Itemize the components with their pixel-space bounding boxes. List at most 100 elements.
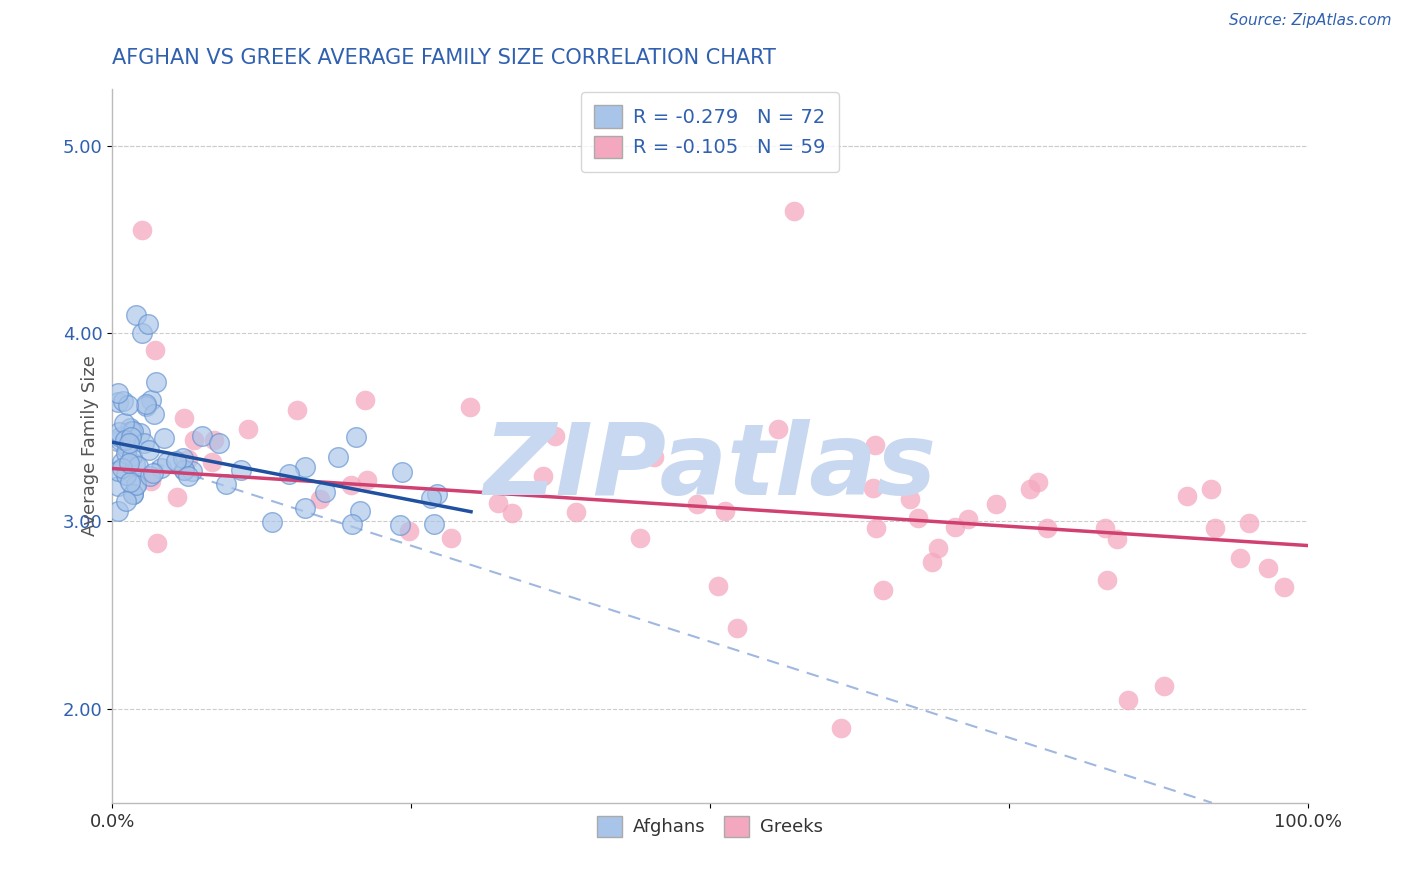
Point bbox=[121, 424, 143, 438]
Point bbox=[107, 479, 129, 493]
Point bbox=[173, 463, 195, 477]
Point bbox=[124, 457, 146, 471]
Point bbox=[191, 429, 214, 443]
Point bbox=[166, 491, 188, 505]
Point bbox=[460, 400, 482, 414]
Point bbox=[725, 621, 748, 635]
Point bbox=[202, 433, 225, 447]
Point bbox=[134, 435, 156, 450]
Point bbox=[943, 520, 966, 534]
Point bbox=[782, 204, 804, 219]
Point bbox=[1239, 516, 1261, 530]
Point bbox=[714, 504, 737, 518]
Point bbox=[831, 721, 853, 735]
Legend: Afghans, Greeks: Afghans, Greeks bbox=[591, 808, 830, 844]
Point bbox=[141, 474, 163, 488]
Point bbox=[172, 450, 194, 465]
Point bbox=[349, 504, 371, 518]
Point bbox=[309, 491, 332, 506]
Point bbox=[326, 450, 349, 464]
Point bbox=[1026, 475, 1049, 489]
Point bbox=[142, 407, 165, 421]
Point bbox=[388, 517, 411, 532]
Point bbox=[112, 416, 135, 430]
Point bbox=[111, 393, 134, 408]
Point bbox=[1229, 551, 1251, 566]
Point bbox=[236, 421, 259, 435]
Point bbox=[707, 579, 730, 593]
Text: Source: ZipAtlas.com: Source: ZipAtlas.com bbox=[1229, 13, 1392, 29]
Point bbox=[153, 431, 176, 445]
Point bbox=[398, 524, 420, 539]
Point bbox=[356, 474, 378, 488]
Point bbox=[1036, 521, 1059, 535]
Point bbox=[115, 446, 138, 460]
Point bbox=[131, 326, 153, 341]
Point bbox=[314, 485, 336, 500]
Point bbox=[1257, 560, 1279, 574]
Point bbox=[143, 343, 166, 357]
Point bbox=[115, 468, 138, 483]
Point bbox=[129, 425, 152, 440]
Point bbox=[501, 506, 523, 520]
Point bbox=[150, 461, 173, 475]
Text: AFGHAN VS GREEK AVERAGE FAMILY SIZE CORRELATION CHART: AFGHAN VS GREEK AVERAGE FAMILY SIZE CORR… bbox=[112, 48, 776, 68]
Point bbox=[907, 510, 929, 524]
Point bbox=[176, 469, 198, 483]
Point bbox=[215, 477, 238, 491]
Point bbox=[108, 433, 131, 447]
Point bbox=[1118, 692, 1140, 706]
Point bbox=[120, 475, 142, 490]
Point bbox=[110, 430, 132, 444]
Point bbox=[927, 541, 949, 555]
Point bbox=[340, 477, 363, 491]
Point bbox=[628, 531, 651, 545]
Point bbox=[114, 433, 136, 447]
Point bbox=[107, 395, 129, 409]
Point bbox=[181, 464, 204, 478]
Point bbox=[121, 449, 143, 463]
Point bbox=[111, 455, 134, 469]
Point bbox=[107, 464, 129, 478]
Point bbox=[122, 487, 145, 501]
Text: ZIPatlas: ZIPatlas bbox=[484, 419, 936, 516]
Point bbox=[1019, 482, 1042, 496]
Point bbox=[156, 455, 179, 469]
Point bbox=[107, 504, 129, 518]
Point bbox=[900, 492, 922, 507]
Point bbox=[127, 459, 149, 474]
Point bbox=[294, 459, 316, 474]
Point bbox=[863, 437, 886, 451]
Point bbox=[986, 497, 1008, 511]
Point bbox=[115, 494, 138, 508]
Point bbox=[131, 223, 153, 237]
Point bbox=[145, 536, 167, 550]
Point bbox=[122, 486, 145, 500]
Point bbox=[294, 500, 316, 515]
Point bbox=[865, 521, 887, 535]
Point bbox=[486, 496, 509, 510]
Point bbox=[391, 465, 413, 479]
Point bbox=[643, 450, 665, 464]
Point bbox=[956, 512, 979, 526]
Point bbox=[173, 463, 195, 477]
Point bbox=[139, 392, 162, 407]
Point bbox=[921, 555, 943, 569]
Point bbox=[173, 411, 195, 425]
Point bbox=[565, 505, 588, 519]
Point bbox=[278, 467, 301, 481]
Point bbox=[1153, 679, 1175, 693]
Y-axis label: Average Family Size: Average Family Size bbox=[80, 356, 98, 536]
Point bbox=[108, 425, 131, 440]
Point bbox=[1199, 483, 1222, 497]
Point bbox=[183, 434, 205, 448]
Point bbox=[686, 497, 709, 511]
Point bbox=[544, 429, 567, 443]
Point bbox=[142, 466, 165, 480]
Point bbox=[344, 430, 367, 444]
Point bbox=[125, 478, 148, 492]
Point bbox=[117, 398, 139, 412]
Point bbox=[124, 477, 146, 491]
Point bbox=[423, 516, 446, 531]
Point bbox=[1204, 521, 1226, 535]
